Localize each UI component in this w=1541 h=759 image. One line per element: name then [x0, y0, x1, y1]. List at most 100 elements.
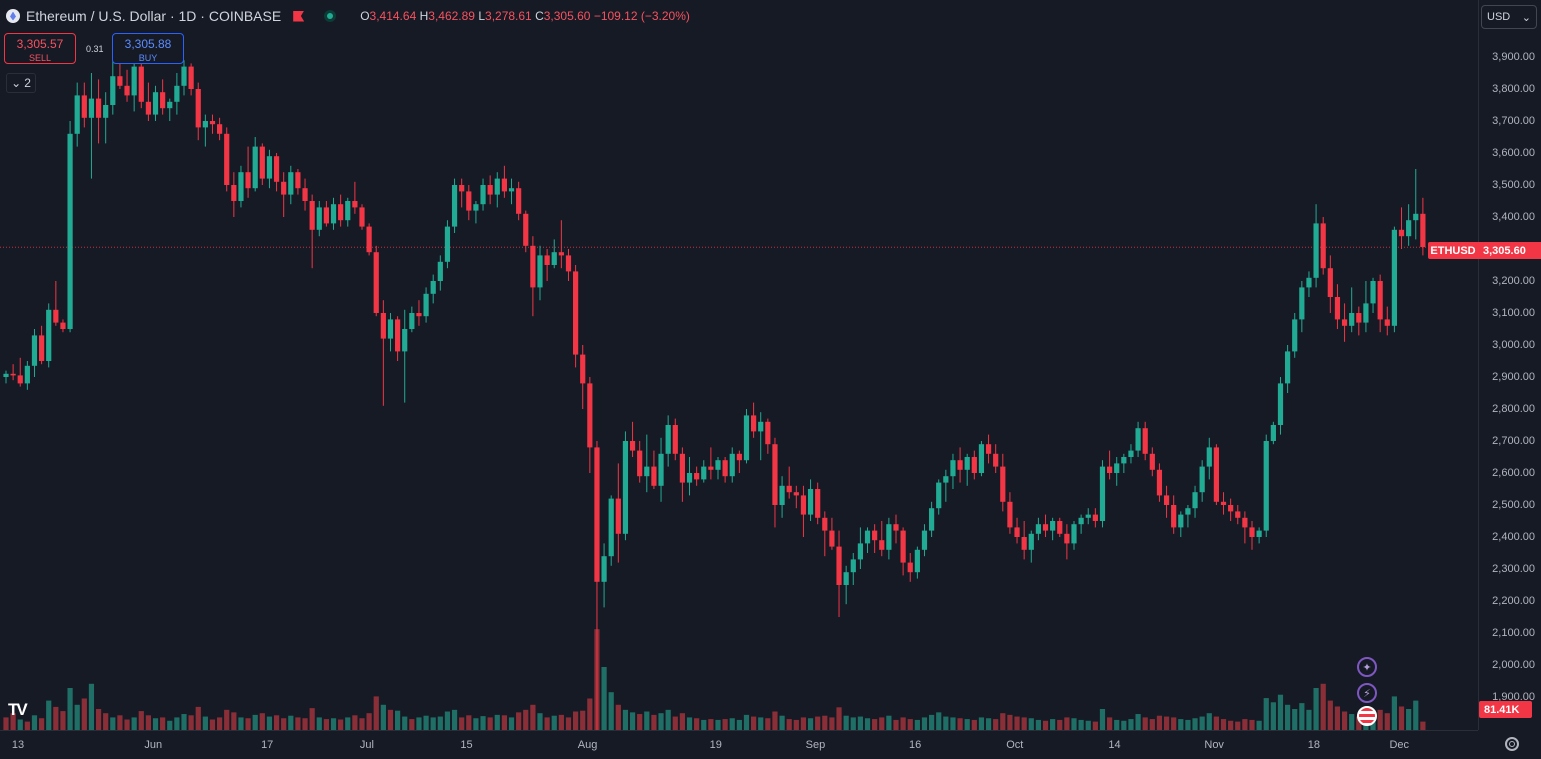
candle-body: [1171, 505, 1177, 528]
volume-bar: [451, 709, 458, 730]
volume-bar: [1050, 719, 1056, 730]
candle-body: [608, 498, 614, 557]
volume-bar: [110, 717, 116, 730]
last-price-label: 3,305.60: [1478, 242, 1541, 259]
chart-canvas[interactable]: [0, 0, 1478, 758]
candle-body: [807, 489, 814, 515]
candle-body: [686, 473, 693, 483]
volume-bar: [1171, 717, 1177, 730]
candle-body: [3, 373, 9, 377]
candle-body: [800, 495, 807, 515]
candle-body: [309, 201, 315, 230]
candle-body: [1078, 517, 1084, 525]
price-tick-label: 3,400.00: [1492, 211, 1535, 223]
time-axis[interactable]: 13 Jun 17 Jul 15 Aug 19 Sep 16 Oct 14 Nov 18 Dec: [0, 730, 1478, 759]
volume-bar: [786, 719, 792, 730]
candle-body: [1313, 223, 1319, 278]
candle-body: [1163, 495, 1170, 505]
volume-bar: [259, 713, 265, 730]
settings-icon[interactable]: [1505, 737, 1519, 751]
sell-button[interactable]: 3,305.57 SELL: [4, 33, 76, 64]
ai-assistant-icon[interactable]: ✦: [1357, 657, 1377, 677]
candle-body: [466, 191, 472, 211]
candle-body: [886, 524, 892, 550]
volume-bar: [508, 717, 515, 730]
candle-body: [1156, 469, 1163, 496]
volume-bar: [672, 716, 678, 730]
price-tick-label: 2,200.00: [1492, 595, 1535, 607]
red-flag-icon[interactable]: [293, 10, 305, 22]
volume-bar: [1384, 713, 1390, 730]
candle-body: [395, 319, 401, 352]
volume-bar: [366, 713, 372, 730]
volume-bar: [1114, 719, 1120, 730]
lightning-icon[interactable]: ⚡: [1357, 683, 1377, 703]
candle-body: [993, 453, 999, 467]
candle-body: [338, 204, 344, 221]
candle-body: [323, 207, 329, 224]
price-axis[interactable]: 3,900.00 3,800.00 3,700.00 3,600.00 3,500.00…: [1478, 0, 1541, 730]
volume-bar: [1000, 713, 1006, 730]
candlestick-chart[interactable]: [0, 0, 1478, 758]
volume-bar: [480, 716, 486, 730]
volume-bar: [637, 714, 643, 730]
candle-body: [1256, 530, 1262, 537]
volume-bar: [1042, 720, 1049, 730]
price-tick-label: 2,000.00: [1492, 659, 1535, 671]
volume-bar: [971, 719, 977, 730]
candle-body: [1028, 533, 1034, 550]
volume-bar: [1249, 719, 1255, 730]
candle-body: [950, 460, 956, 477]
candle-body: [629, 441, 636, 451]
candle-body: [145, 101, 151, 115]
volume-bar: [729, 718, 735, 730]
volume-bar: [708, 719, 714, 730]
candle-body: [480, 185, 486, 205]
volume-bar: [1349, 714, 1355, 730]
indicators-toggle[interactable]: ⌄ 2: [6, 73, 36, 93]
price-tick-label: 2,500.00: [1492, 499, 1535, 511]
candle-body: [1391, 229, 1397, 326]
price-tick-label: 3,900.00: [1492, 51, 1535, 63]
candle-body: [708, 466, 714, 470]
candle-body: [259, 146, 265, 179]
candle-body: [779, 485, 785, 505]
candle-body: [302, 188, 308, 201]
currency-select[interactable]: USD ⌄: [1481, 5, 1537, 29]
price-tick-label: 2,700.00: [1492, 435, 1535, 447]
volume-bar: [1142, 717, 1148, 730]
volume-bar: [843, 715, 849, 730]
volume-bar: [487, 717, 493, 730]
candle-body: [772, 444, 778, 505]
candle-body: [1263, 441, 1269, 531]
volume-bar: [622, 709, 629, 730]
candle-body: [1420, 213, 1426, 248]
volume-bar: [1199, 716, 1205, 730]
volume-bar: [373, 696, 379, 730]
candle-body: [921, 530, 928, 550]
market-status-icon[interactable]: [324, 10, 337, 22]
volume-bar: [195, 706, 201, 730]
symbol-title[interactable]: Ethereum / U.S. Dollar · 1D · COINBASE: [26, 8, 282, 24]
tradingview-logo[interactable]: TV: [8, 700, 28, 719]
chart-header: Ethereum / U.S. Dollar · 1D · COINBASE O…: [6, 8, 690, 24]
volume-bar: [943, 716, 949, 730]
volume-bar: [1263, 698, 1269, 730]
candle-body: [537, 255, 543, 288]
buy-button[interactable]: 3,305.88 BUY: [112, 33, 184, 64]
candle-body: [658, 453, 664, 486]
candle-body: [957, 460, 963, 470]
volume-bar: [302, 718, 308, 730]
volume-bar: [202, 716, 208, 730]
candle-body: [857, 543, 863, 560]
volume-bar: [437, 716, 443, 730]
volume-bar: [323, 719, 329, 730]
volume-bar: [459, 717, 465, 730]
candle-body: [352, 201, 358, 208]
candle-body: [978, 444, 985, 473]
us-flag-icon[interactable]: [1357, 706, 1377, 726]
volume-bar: [1270, 702, 1276, 730]
volume-bar: [209, 719, 216, 730]
price-tick-label: 2,600.00: [1492, 467, 1535, 479]
volume-bar: [53, 706, 59, 730]
